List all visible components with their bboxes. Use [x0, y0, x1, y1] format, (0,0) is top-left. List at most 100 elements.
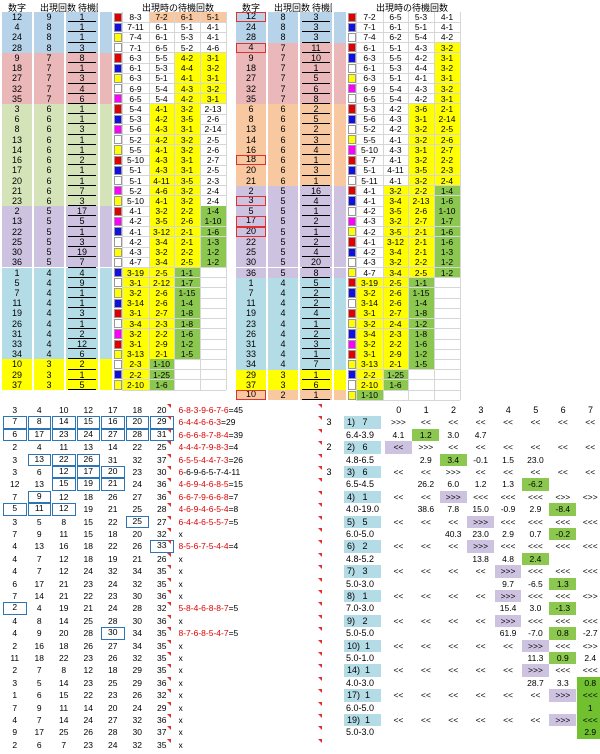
left-table-appear: 6 — [34, 175, 64, 186]
left-table-colline — [174, 12, 175, 391]
right-table-number: 14 — [236, 134, 266, 145]
draw-number: 11 — [27, 503, 51, 516]
stats-prefix: 3 — [326, 417, 332, 428]
right-table-color-marker — [348, 12, 356, 22]
right-table-wait-at-appear — [434, 319, 460, 329]
left-table-wait-at-appear: 4-3 — [149, 124, 174, 135]
draw-number: 22 — [108, 541, 118, 552]
left-table-wait-at-appear: 1-15 — [174, 287, 200, 299]
stats-value: <<< — [527, 591, 543, 601]
left-table-wait-at-appear — [200, 329, 226, 339]
draw-number: 24 — [108, 603, 118, 614]
left-table-colline — [226, 12, 227, 391]
left-table-wait-at-appear: 1-4 — [200, 206, 226, 217]
right-table-spacer — [334, 206, 346, 217]
row-flag-icon — [166, 577, 171, 582]
left-table-wait-at-appear: 2-6 — [206, 114, 220, 125]
right-table-wait-at-appear: 1-5 — [408, 359, 434, 370]
left-table-wait-at-appear: 5-5 — [155, 52, 168, 63]
right-table-wait-at-appear: 3-4 — [383, 195, 408, 207]
right-table-wait-at-appear: 2-5 — [434, 124, 460, 135]
left-table-wait-at-appear: 5-1 — [155, 73, 168, 84]
stats-value: << — [393, 467, 404, 477]
draw-number: 18 — [83, 541, 93, 552]
draw-number: 21 — [59, 591, 69, 601]
right-table-number: 7 — [236, 287, 266, 299]
right-table-wait: 5 — [300, 114, 332, 125]
right-table-wait-at-appear: 4-1 — [389, 175, 402, 186]
left-table-appear: 4 — [34, 318, 64, 329]
draw-number: 32 — [132, 454, 142, 465]
stats-value — [412, 578, 439, 590]
gap-sequence-part: =4 — [228, 541, 239, 552]
right-table-number: 2 — [236, 185, 266, 196]
left-table-wait: 3 — [66, 124, 98, 135]
stats-value — [385, 478, 412, 490]
right-table-wait-at-appear: 1-2 — [434, 267, 460, 278]
left-table-wait-at-appear: 8-3 — [129, 12, 142, 22]
draw-number: 4 — [12, 566, 18, 577]
right-table-wait-at-appear — [434, 380, 460, 390]
draw-number: 23 — [108, 690, 118, 701]
right-table-wait-at-appear: 3-2 — [408, 175, 434, 186]
row-flag-icon — [166, 441, 171, 446]
right-table-spacer — [334, 175, 346, 186]
left-table-spacer — [100, 267, 112, 278]
draw-number: 16 — [34, 640, 44, 651]
left-table-wait-at-appear: 3-2 — [174, 103, 200, 115]
right-table-wait-underline — [302, 368, 330, 370]
gap-sequence: 6-4-4-6-5-5-7=5 — [179, 516, 319, 528]
draw-number: 23 — [83, 739, 93, 750]
right-table-wait-at-appear: 7-4 — [363, 32, 376, 43]
left-table-color-marker — [114, 247, 122, 257]
stats-value — [577, 528, 600, 540]
right-table-color-marker — [348, 298, 356, 308]
right-table-wait-underline — [302, 225, 330, 227]
left-table-wait-at-appear: 1-6 — [200, 226, 226, 237]
gap-sequence: x — [179, 677, 319, 689]
draw-number: 30 — [101, 627, 125, 640]
left-table-wait-at-appear: 2-7 — [206, 155, 220, 166]
right-table-color-marker — [348, 186, 356, 196]
stats-value — [412, 528, 439, 540]
stats-row-label: 10) 1 — [344, 639, 381, 652]
draw-number: 23 — [52, 428, 76, 442]
left-table-wait-at-appear: 4-3 — [149, 155, 174, 166]
right-table-wait-at-appear — [434, 390, 460, 400]
left-table-wait-underline — [68, 82, 96, 84]
right-table-wait-at-appear — [383, 390, 408, 400]
right-table-spacer — [334, 318, 346, 329]
left-table-wait-at-appear: 5-10 — [126, 155, 144, 166]
left-table-wait: 7 — [66, 257, 98, 268]
stats-value: -2.7 — [582, 628, 598, 639]
left-table-spacer — [100, 318, 112, 329]
draw-number: 14 — [52, 416, 76, 429]
draw-number: 32 — [108, 566, 118, 577]
right-table-wait-underline — [302, 174, 330, 176]
left-table-wait-at-appear: 2-3 — [122, 359, 149, 370]
right-table-spacer — [334, 308, 346, 319]
stats-range: 5.0-1.0 — [346, 653, 375, 663]
right-table-wait-underline — [302, 286, 330, 288]
left-table-spacer — [100, 195, 112, 207]
left-table-number: 2 — [2, 206, 32, 217]
stats-prefix — [322, 491, 336, 503]
left-table-spacer — [100, 298, 112, 309]
draw-number: 7 — [12, 591, 18, 601]
left-table-color-marker — [114, 196, 122, 206]
draw-number: 28 — [132, 603, 142, 614]
left-table-appear: 4 — [34, 339, 64, 350]
left-table-color-marker — [114, 380, 122, 390]
left-table-appear: 6 — [34, 155, 64, 166]
stats-prefix — [322, 652, 336, 664]
left-table-wait: 3 — [66, 42, 98, 53]
right-table-wait-at-appear: 1-6 — [434, 195, 460, 207]
left-table-color-marker — [114, 124, 122, 135]
left-table-number: 7 — [2, 287, 32, 299]
right-header-wait: 待機回数 — [312, 3, 332, 12]
stats-prefix — [322, 516, 336, 528]
draw-number: 9 — [12, 727, 18, 738]
left-table-wait-at-appear: 2-6 — [174, 216, 200, 227]
stats-value: 2.9 — [419, 454, 432, 465]
stats-value: << — [385, 441, 412, 454]
